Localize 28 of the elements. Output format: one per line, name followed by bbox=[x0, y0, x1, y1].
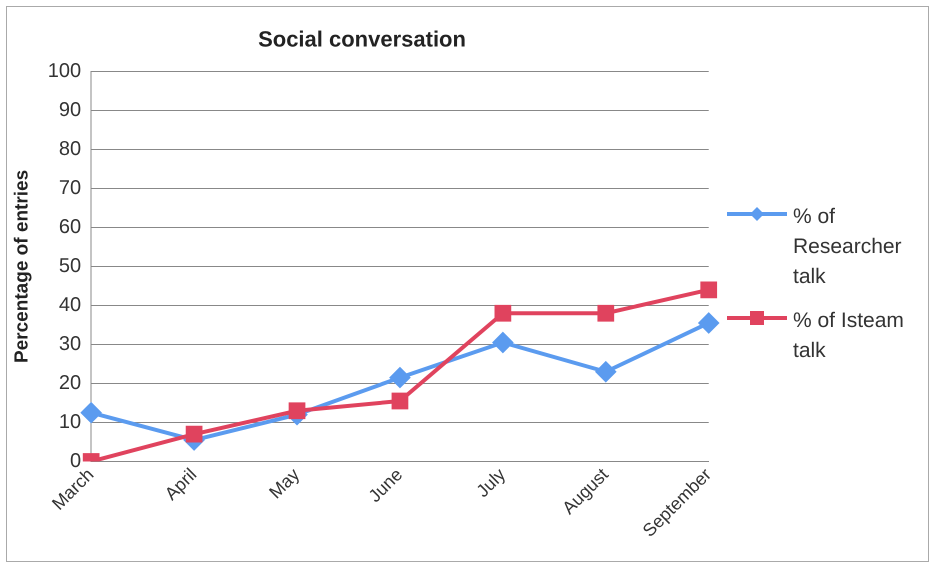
point bbox=[597, 304, 614, 322]
y-tick-label: 60 bbox=[58, 216, 82, 238]
y-tick-label: 50 bbox=[58, 254, 82, 277]
point bbox=[596, 362, 616, 382]
point bbox=[492, 332, 513, 352]
y-tick-label: 20 bbox=[58, 372, 82, 394]
y-axis-title: Percentage of entries bbox=[12, 170, 33, 364]
y-tick-label: 10 bbox=[58, 410, 82, 433]
point bbox=[494, 304, 512, 322]
legend-label: % of Researcher talk bbox=[793, 204, 903, 290]
y-tick-label: 80 bbox=[58, 138, 82, 160]
y-tick-label: 0 bbox=[70, 450, 82, 472]
point bbox=[390, 368, 410, 388]
chart-title: Social conversation bbox=[258, 26, 466, 52]
y-tick-label: 70 bbox=[58, 176, 82, 199]
y-tick-label: 90 bbox=[58, 98, 82, 121]
point bbox=[288, 402, 306, 420]
x-tick-label: May bbox=[265, 464, 304, 502]
y-tick-label: 40 bbox=[58, 294, 82, 316]
y-tick-label: 100 bbox=[48, 60, 82, 82]
point bbox=[700, 281, 718, 298]
x-tick-label: July bbox=[472, 464, 510, 502]
point bbox=[392, 392, 408, 410]
point bbox=[186, 426, 202, 443]
legend-label: % of Isteam talk bbox=[793, 308, 905, 364]
y-tick-label: 30 bbox=[58, 332, 82, 355]
point bbox=[81, 402, 102, 423]
point bbox=[698, 312, 719, 333]
